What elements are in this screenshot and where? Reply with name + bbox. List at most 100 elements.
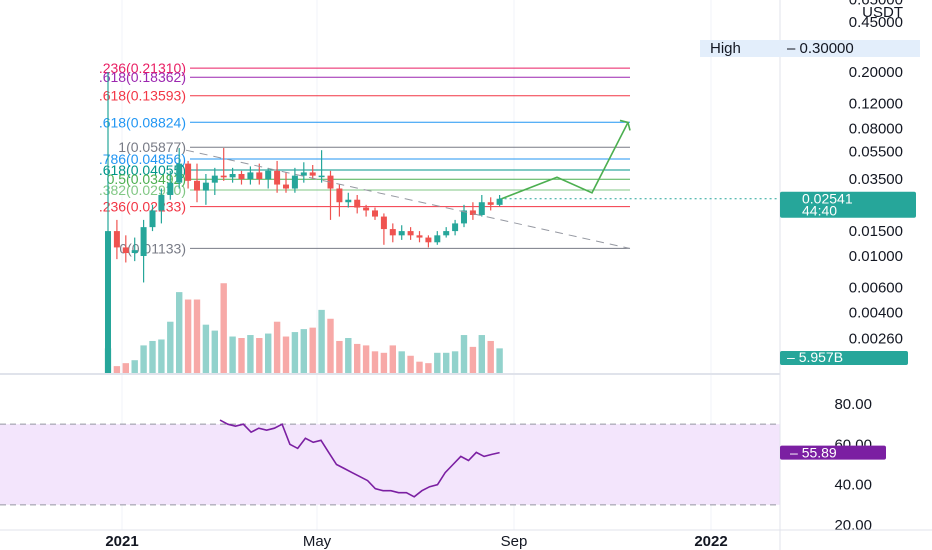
candle-body xyxy=(265,170,272,180)
projection-path[interactable] xyxy=(501,122,629,200)
volume-bar xyxy=(443,352,450,375)
volume-bar xyxy=(291,332,299,375)
candle-body xyxy=(389,229,396,236)
candle-body xyxy=(487,202,494,205)
volume-bar xyxy=(327,318,334,375)
volume-bar xyxy=(167,321,174,375)
rsi-tag-value: – 55.89 xyxy=(790,445,837,461)
volume-bar xyxy=(184,299,192,375)
candle-body xyxy=(309,172,316,176)
candle-body xyxy=(425,237,432,243)
volume-bar xyxy=(176,292,183,375)
candle-body xyxy=(220,175,227,178)
price-tag: 0.02541 44:40 xyxy=(780,191,916,219)
y-tick-label: 0.01000 xyxy=(849,248,903,265)
rsi-pane[interactable] xyxy=(0,419,780,506)
volume-bar xyxy=(140,345,147,375)
candles xyxy=(105,72,503,375)
candle-body xyxy=(416,235,423,238)
y-tick-label: 0.08000 xyxy=(849,120,903,137)
x-tick-may: May xyxy=(303,533,332,550)
y-tick-label: 0.20000 xyxy=(849,64,903,81)
volume-bar xyxy=(434,352,441,375)
main-pane[interactable]: .236(0.21310).618(0.18362) .618(0.13593).… xyxy=(0,0,780,530)
volume-bar xyxy=(300,329,307,375)
volume-tag-box xyxy=(780,351,908,365)
volume-bar xyxy=(131,360,138,375)
unit-label: USDT xyxy=(862,4,903,21)
candle-body xyxy=(461,210,467,224)
volume-tag-value: – 5.957B xyxy=(787,349,843,365)
volume-bar xyxy=(273,321,281,375)
candle-body xyxy=(452,223,459,232)
candle-body xyxy=(149,210,156,228)
fib-label: 0(0.01133) xyxy=(119,240,186,256)
candle-body xyxy=(469,210,476,215)
volume-bar xyxy=(282,336,290,375)
y-tick-label: 0.00400 xyxy=(849,304,903,321)
volume-bar xyxy=(336,340,343,375)
volume-bar xyxy=(389,345,396,375)
candle-body xyxy=(105,231,111,375)
rsi-tick-label: 80.00 xyxy=(834,396,872,413)
fib-label: .618(0.13593) xyxy=(99,88,186,104)
candle-body xyxy=(300,172,307,176)
fib-label: .382(0.02930) xyxy=(99,182,186,198)
y-tick-label: 0.65000 xyxy=(849,0,903,9)
volume-bar xyxy=(202,324,210,375)
y-tick-label: 0.00260 xyxy=(849,331,903,348)
rsi-tag-number: 55.89 xyxy=(802,445,837,461)
candle-body xyxy=(283,184,289,189)
rsi-tick-label: 20.00 xyxy=(834,517,872,534)
rsi-tick-label: 40.00 xyxy=(834,477,872,494)
fib-label: .618(0.18362) xyxy=(99,69,186,85)
candle-body xyxy=(185,163,192,181)
price-axis-ticks: 0.65000 0.45000 0.20000 0.12000 0.08000 0.055… xyxy=(849,0,903,348)
fib-label: .786(0.04856) xyxy=(99,151,186,167)
rsi-tag-box xyxy=(780,445,886,460)
candle-body xyxy=(407,231,414,236)
volume-bar xyxy=(354,343,361,375)
rsi-band xyxy=(0,424,780,505)
volume-bar xyxy=(220,283,227,375)
volume-bar xyxy=(416,361,423,375)
candle-body xyxy=(158,194,165,211)
volume-bar xyxy=(407,355,414,375)
candle-body xyxy=(478,202,485,215)
volume-bar xyxy=(113,366,121,375)
y-tick-label: 0.03500 xyxy=(849,171,903,188)
volume-bar xyxy=(229,336,236,375)
volume-bar xyxy=(247,335,254,375)
high-marker[interactable]: High – 0.30000 xyxy=(700,40,920,57)
time-axis[interactable]: 2021 May Sep 2022 xyxy=(0,529,932,550)
volume-bar xyxy=(398,351,405,375)
high-value-number: 0.30000 xyxy=(800,40,854,57)
price-tag-countdown: 44:40 xyxy=(802,203,837,219)
price-tag-box xyxy=(780,191,916,218)
price-axis-background[interactable] xyxy=(780,0,932,550)
trendline[interactable] xyxy=(185,149,631,249)
main-pane-background xyxy=(0,0,780,372)
y-tick-label: 0.45000 xyxy=(849,14,903,31)
y-tick-label: 0.01500 xyxy=(849,223,903,240)
volume-bar xyxy=(345,338,352,375)
high-label: High xyxy=(710,40,741,57)
volume-bar xyxy=(256,338,263,375)
volume-bar xyxy=(158,339,165,375)
fib-lines xyxy=(190,67,630,249)
volume-bar xyxy=(211,330,218,375)
high-value: – 0.30000 xyxy=(787,40,854,57)
candle-body xyxy=(363,207,370,211)
candle-body xyxy=(398,231,405,236)
volume-bar xyxy=(362,345,370,375)
candle-body xyxy=(211,175,218,183)
volume-bar xyxy=(478,335,485,375)
candle-body xyxy=(274,170,281,185)
volume-bar xyxy=(425,363,432,375)
volume-bar xyxy=(122,363,129,375)
fib-label: .618(0.08824) xyxy=(99,114,186,130)
x-tick-sep: Sep xyxy=(501,533,528,550)
candle-body xyxy=(434,235,441,243)
candle-body xyxy=(354,199,361,208)
